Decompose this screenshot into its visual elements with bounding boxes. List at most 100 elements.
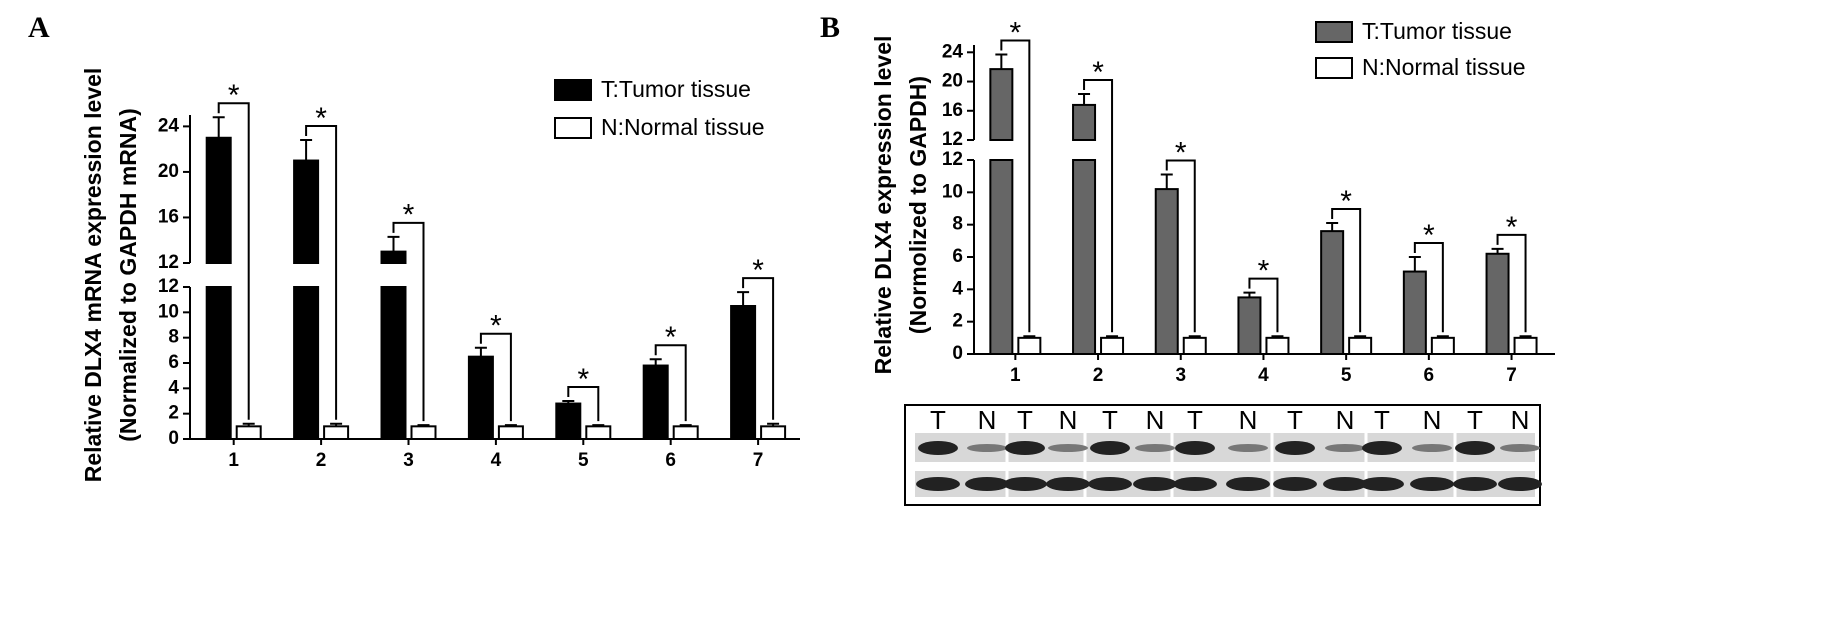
blot-band <box>1275 441 1315 455</box>
bar <box>1320 230 1345 355</box>
significance-bracket <box>217 102 250 420</box>
x-tick-label: 2 <box>316 450 327 471</box>
blot-band <box>1048 444 1088 452</box>
blot-band <box>1412 444 1452 452</box>
error-bar <box>1491 247 1504 254</box>
significance-bracket <box>1248 277 1279 333</box>
error-bar <box>1188 335 1201 338</box>
bar <box>235 425 262 441</box>
error-bar <box>1519 335 1532 338</box>
blot-band <box>1410 477 1454 491</box>
bar <box>1182 336 1207 356</box>
legend-label: N:Normal tissue <box>601 114 765 140</box>
legend-swatch <box>1315 21 1353 43</box>
x-tick-label: 1 <box>228 450 239 471</box>
blot-band <box>1003 477 1047 491</box>
bar <box>585 425 612 441</box>
blot-band <box>967 444 1007 452</box>
lane-label: T <box>930 405 946 435</box>
lane-label: N <box>1511 405 1530 435</box>
error-bar <box>242 422 255 427</box>
significance-bracket <box>567 386 600 422</box>
significance-bracket <box>392 221 425 422</box>
bar <box>497 425 524 441</box>
blot-band <box>1090 441 1130 455</box>
legend-label: T:Tumor tissue <box>1362 18 1512 44</box>
y-tick-label: 12 <box>158 252 179 273</box>
blot-band <box>1173 477 1217 491</box>
blot-band <box>1226 477 1270 491</box>
significance-star: * <box>665 321 677 354</box>
y-tick-label: 2 <box>952 311 963 332</box>
error-bar <box>504 424 517 427</box>
panel-label: B <box>820 11 840 44</box>
lane-label: T <box>1017 405 1033 435</box>
error-bar <box>1023 335 1036 338</box>
y-tick-label: 20 <box>158 161 179 182</box>
bar <box>989 159 1014 355</box>
blot-band <box>1362 441 1402 455</box>
blot-band <box>916 477 960 491</box>
significance-bracket <box>305 125 338 420</box>
x-tick-label: 6 <box>1424 365 1435 386</box>
bar <box>205 286 232 440</box>
bar <box>1072 103 1097 142</box>
bar <box>293 159 320 265</box>
bar <box>380 250 407 265</box>
y-tick-label: 6 <box>168 352 179 373</box>
legend-swatch <box>1315 57 1353 79</box>
blot-band <box>1455 441 1495 455</box>
y-tick-label: 2 <box>168 403 179 424</box>
bar <box>730 305 757 440</box>
significance-bracket <box>1165 159 1196 333</box>
blot-band <box>1323 477 1367 491</box>
y-tick-label: 24 <box>942 41 964 62</box>
y-tick-label: 4 <box>952 278 963 299</box>
y-tick-label: 12 <box>942 129 963 150</box>
y-tick-label: 24 <box>158 115 180 136</box>
bar <box>1154 188 1179 355</box>
error-bar <box>1326 222 1339 232</box>
x-tick-label: 6 <box>665 450 676 471</box>
significance-bracket <box>1331 208 1362 333</box>
bar <box>293 286 320 440</box>
bar <box>410 425 437 441</box>
significance-star: * <box>1175 136 1187 169</box>
significance-star: * <box>315 102 327 135</box>
significance-star: * <box>403 199 415 232</box>
y-axis-label: (Normolized to GAPDH) <box>905 76 931 334</box>
x-tick-label: 2 <box>1093 365 1104 386</box>
significance-star: * <box>1010 16 1022 49</box>
error-bar <box>1408 256 1421 272</box>
significance-bracket <box>1000 39 1031 333</box>
bar <box>760 425 787 441</box>
y-tick-label: 16 <box>158 206 179 227</box>
bar <box>1513 336 1538 356</box>
y-tick-label: 12 <box>158 276 179 297</box>
x-tick-label: 5 <box>578 450 589 471</box>
bar <box>1072 159 1097 355</box>
lane-label: N <box>1423 405 1442 435</box>
y-tick-label: 10 <box>158 301 179 322</box>
y-tick-label: 0 <box>952 343 963 364</box>
error-bar <box>1354 335 1367 338</box>
error-bar <box>474 346 487 357</box>
error-bar <box>387 235 400 252</box>
blot-band <box>1135 444 1175 452</box>
bar <box>642 364 669 440</box>
blot-band <box>1498 477 1542 491</box>
x-tick-label: 3 <box>403 450 414 471</box>
significance-bracket <box>1496 233 1527 333</box>
error-bar <box>1436 335 1449 338</box>
significance-bracket <box>742 277 775 420</box>
significance-bracket <box>654 344 687 422</box>
x-tick-label: 4 <box>1258 365 1269 386</box>
y-tick-label: 6 <box>952 246 963 267</box>
significance-bracket <box>479 332 512 422</box>
error-bar <box>1271 335 1284 338</box>
significance-bracket <box>1413 242 1444 333</box>
blot-band <box>1228 444 1268 452</box>
bar <box>555 402 582 440</box>
lane-label: N <box>1146 405 1165 435</box>
